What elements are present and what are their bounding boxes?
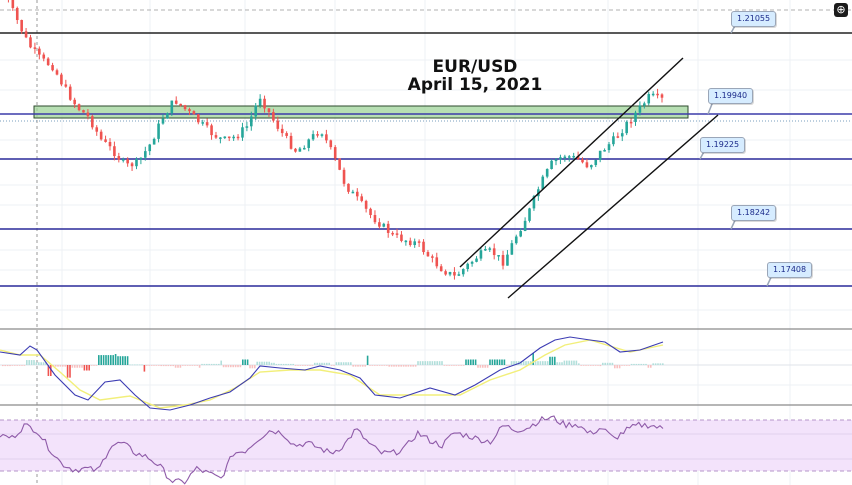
price-label-1.19940[interactable]: 1.19940 [708,88,754,104]
resistance-zone[interactable] [33,105,689,119]
price-label-1.18242[interactable]: 1.18242 [731,205,777,221]
channel-upper-line[interactable] [459,57,684,268]
price-label-1.17408[interactable]: 1.17408 [767,262,813,278]
price-levels[interactable] [0,21,852,287]
rsi-line [0,415,664,485]
zoom-in-icon[interactable]: ⊕ [834,3,848,17]
price-label-1.19225[interactable]: 1.19225 [700,137,746,153]
channel-lower-line[interactable] [507,114,719,299]
candlesticks [7,0,664,280]
rsi-band [0,420,852,471]
macd-indicator [0,336,852,411]
price-label-1.21055[interactable]: 1.21055 [731,11,777,27]
